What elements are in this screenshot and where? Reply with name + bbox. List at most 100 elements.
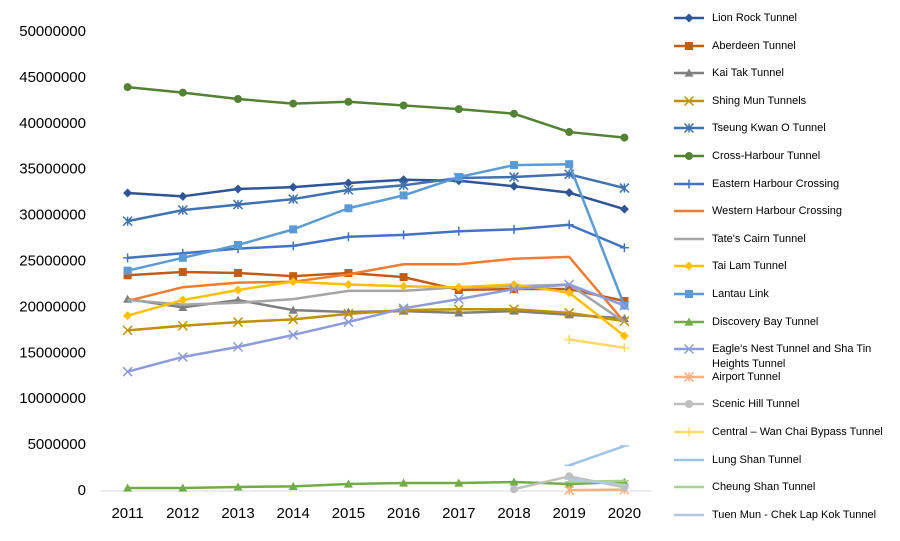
series-line [128, 180, 625, 209]
series-line [569, 446, 624, 465]
marker [234, 184, 243, 193]
legend-label: Tseung Kwan O Tunnel [712, 121, 894, 136]
legend-item: Aberdeen Tunnel [670, 36, 898, 64]
legend-item: Scenic Hill Tunnel [670, 394, 898, 422]
marker [510, 161, 518, 169]
y-tick-label: 20000000 [19, 298, 86, 315]
marker [620, 343, 629, 352]
legend-item: Cross-Harbour Tunnel [670, 146, 898, 174]
legend-item: Eagle's Nest Tunnel and Sha Tin Heights … [670, 339, 898, 367]
x-tick-label: 2011 [111, 505, 143, 522]
x-tick-label: 2012 [166, 505, 199, 522]
y-tick-label: 35000000 [19, 161, 86, 178]
chart: 0500000010000000150000002000000025000000… [0, 0, 665, 536]
marker [455, 105, 463, 113]
legend-swatch [670, 287, 708, 301]
legend-item: Lion Rock Tunnel [670, 8, 898, 36]
marker [124, 83, 132, 91]
legend-swatch [670, 342, 708, 356]
legend-label: Western Harbour Crossing [712, 204, 894, 219]
legend-label: Cheung Shan Tunnel [712, 480, 894, 495]
legend-swatch [670, 94, 708, 108]
y-tick-label: 25000000 [19, 252, 86, 269]
legend-swatch [670, 370, 708, 384]
marker [344, 98, 352, 106]
marker [400, 273, 408, 281]
legend-item: Central – Wan Chai Bypass Tunnel [670, 422, 898, 450]
marker [685, 427, 694, 436]
legend-item: Airport Tunnel [670, 367, 898, 395]
marker [685, 400, 693, 408]
marker [124, 267, 132, 275]
legend-label: Lion Rock Tunnel [712, 11, 894, 26]
legend-label: Eastern Harbour Crossing [712, 177, 894, 192]
marker [455, 173, 463, 181]
legend-label: Tai Lam Tunnel [712, 259, 894, 274]
marker [123, 253, 132, 262]
x-tick-label: 2014 [277, 505, 310, 522]
legend-item: Shing Mun Tunnels [670, 91, 898, 119]
marker [510, 225, 519, 234]
legend-label: Tuen Mun - Chek Lap Kok Tunnel [712, 508, 894, 523]
marker [344, 280, 353, 289]
legend-item: Tate's Cairn Tunnel [670, 229, 898, 257]
marker [179, 254, 187, 262]
marker [234, 95, 242, 103]
marker [565, 188, 574, 197]
legend-swatch [670, 11, 708, 25]
legend-item: Tuen Mun - Chek Lap Kok Tunnel [670, 505, 898, 533]
legend-label: Kai Tak Tunnel [712, 66, 894, 81]
marker [685, 42, 693, 50]
legend-item: Tai Lam Tunnel [670, 256, 898, 284]
legend-label: Scenic Hill Tunnel [712, 397, 894, 412]
marker [565, 160, 573, 168]
legend-swatch [670, 453, 708, 467]
y-tick-label: 5000000 [28, 436, 86, 453]
legend: Lion Rock Tunnel Aberdeen Tunnel Kai Tak T… [670, 8, 898, 532]
series-line [128, 87, 625, 137]
series-line [128, 309, 625, 330]
x-tick-label: 2016 [387, 505, 420, 522]
legend-swatch [670, 315, 708, 329]
legend-item: Lantau Link [670, 284, 898, 312]
legend-label: Lantau Link [712, 287, 894, 302]
y-tick-label: 40000000 [19, 115, 86, 132]
marker [344, 204, 352, 212]
marker [510, 182, 519, 191]
marker [400, 101, 408, 109]
legend-label: Discovery Bay Tunnel [712, 315, 894, 330]
legend-swatch [670, 425, 708, 439]
marker [123, 189, 132, 198]
legend-item: Tseung Kwan O Tunnel [670, 118, 898, 146]
marker [289, 100, 297, 108]
legend-item: Discovery Bay Tunnel [670, 312, 898, 340]
legend-item: Lung Shan Tunnel [670, 450, 898, 478]
legend-label: Central – Wan Chai Bypass Tunnel [712, 425, 894, 440]
x-tick-label: 2013 [221, 505, 254, 522]
legend-swatch [670, 259, 708, 273]
marker [565, 220, 574, 229]
legend-swatch [670, 397, 708, 411]
marker [685, 179, 694, 188]
marker [234, 241, 242, 249]
legend-swatch [670, 204, 708, 218]
legend-swatch [670, 177, 708, 191]
legend-swatch [670, 66, 708, 80]
x-tick-label: 2019 [553, 505, 586, 522]
series-line [128, 482, 625, 488]
marker [620, 205, 629, 214]
marker [179, 89, 187, 97]
marker [178, 192, 187, 201]
x-tick-label: 2017 [442, 505, 475, 522]
y-tick-label: 0 [78, 482, 86, 499]
marker [400, 191, 408, 199]
legend-swatch [670, 480, 708, 494]
marker [289, 241, 298, 250]
legend-label: Airport Tunnel [712, 370, 894, 385]
marker [685, 290, 693, 298]
y-tick-label: 10000000 [19, 390, 86, 407]
marker [234, 269, 242, 277]
marker [234, 285, 243, 294]
x-tick-label: 2020 [608, 505, 641, 522]
marker [123, 311, 132, 320]
